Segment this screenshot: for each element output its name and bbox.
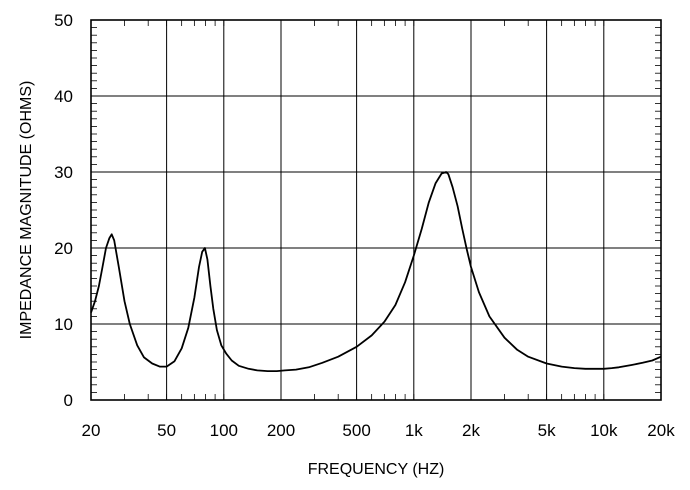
x-tick-label: 500 [342, 421, 370, 440]
y-tick-label: 0 [64, 391, 73, 410]
y-axis-label: IMPEDANCE MAGNITUDE (OHMS) [18, 81, 35, 340]
x-tick-label: 20 [82, 421, 101, 440]
y-tick-label: 40 [54, 87, 73, 106]
y-tick-label: 50 [54, 11, 73, 30]
plot-frame [90, 19, 662, 401]
x-tick-label: 1k [405, 421, 423, 440]
minor-tick-marks [90, 19, 662, 401]
x-tick-label: 10k [590, 421, 618, 440]
x-axis-label: FREQUENCY (HZ) [308, 461, 445, 478]
x-tick-label: 50 [157, 421, 176, 440]
x-tick-label: 20k [647, 421, 675, 440]
y-tick-label: 30 [54, 163, 73, 182]
x-tick-label: 2k [462, 421, 480, 440]
grid [91, 20, 661, 400]
x-tick-label: 5k [538, 421, 556, 440]
y-tick-labels: 0 10 20 30 40 50 [54, 11, 73, 410]
y-tick-label: 10 [54, 315, 73, 334]
plot-series [90, 171, 662, 372]
x-tick-label: 100 [210, 421, 238, 440]
x-tick-label: 200 [267, 421, 295, 440]
y-tick-label: 20 [54, 239, 73, 258]
impedance-curve [90, 171, 662, 372]
x-tick-labels: 20 50 100 200 500 1k 2k 5k 10k 20k [82, 421, 676, 440]
